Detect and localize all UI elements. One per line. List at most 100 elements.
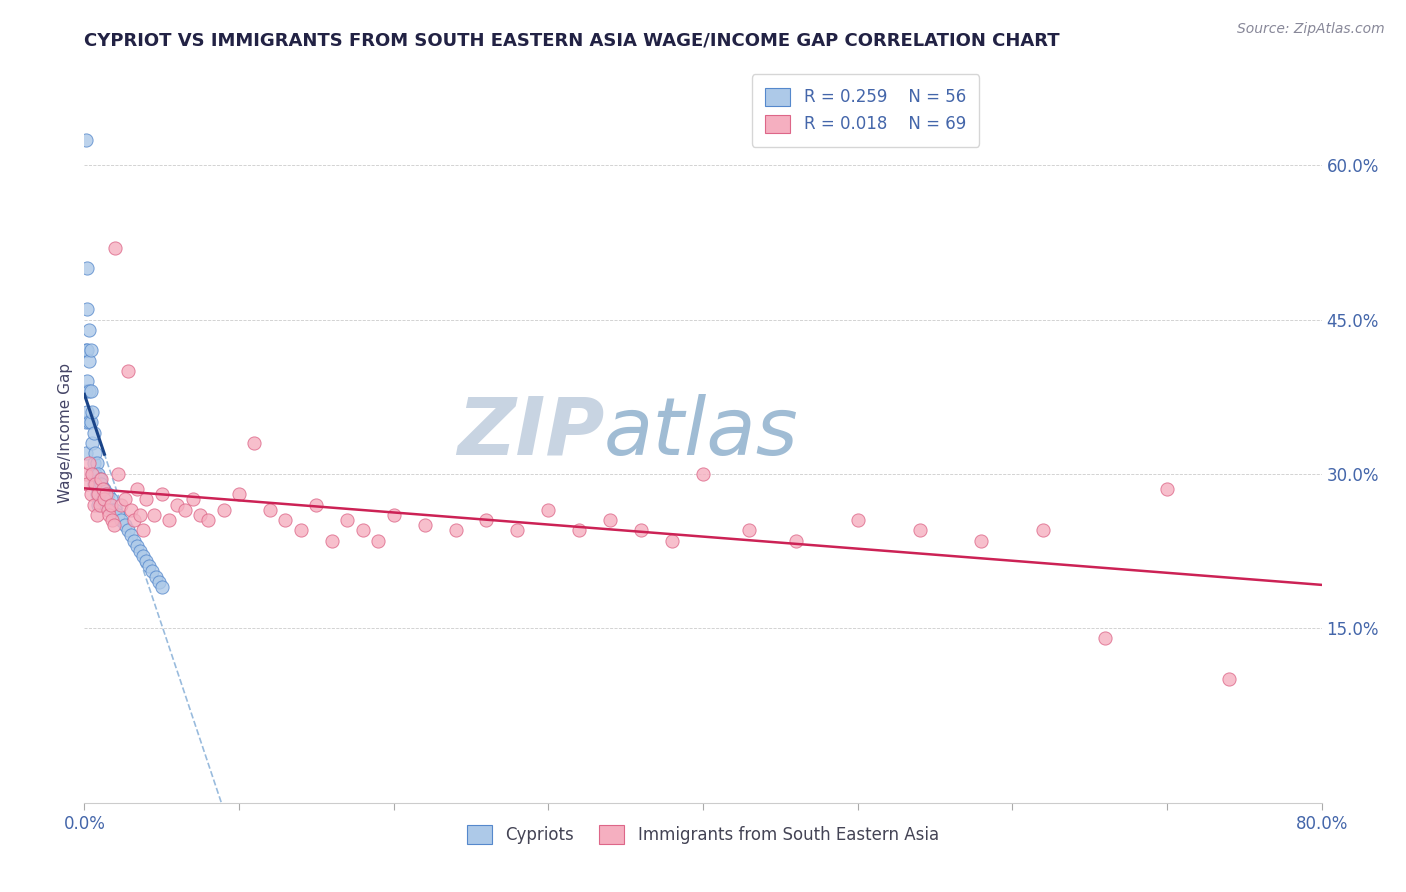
Point: [846, 513, 869, 527]
Point: [98, 498, 121, 512]
Point: [1218, 673, 1240, 687]
Point: [630, 524, 652, 538]
Point: [96, 502, 118, 516]
Point: [970, 533, 993, 548]
Point: [76, 374, 98, 388]
Point: [120, 502, 142, 516]
Point: [84, 477, 107, 491]
Point: [75, 467, 97, 481]
Point: [94, 487, 117, 501]
Point: [79, 487, 101, 501]
Point: [506, 524, 529, 538]
Point: [82, 467, 104, 481]
Point: [93, 482, 115, 496]
Point: [122, 513, 145, 527]
Point: [259, 502, 281, 516]
Point: [150, 487, 173, 501]
Point: [98, 508, 121, 522]
Point: [114, 492, 136, 507]
Point: [75, 343, 97, 358]
Point: [382, 508, 405, 522]
Point: [104, 240, 127, 255]
Point: [475, 513, 498, 527]
Point: [212, 502, 235, 516]
Point: [86, 487, 108, 501]
Point: [91, 487, 114, 501]
Point: [785, 533, 807, 548]
Point: [110, 498, 132, 512]
Point: [94, 498, 117, 512]
Point: [84, 467, 107, 481]
Point: [89, 472, 111, 486]
Point: [132, 524, 155, 538]
Point: [444, 524, 467, 538]
Point: [75, 415, 97, 429]
Point: [83, 498, 105, 512]
Point: [79, 415, 101, 429]
Point: [114, 518, 136, 533]
Point: [100, 492, 122, 507]
Point: [77, 353, 100, 368]
Point: [82, 405, 104, 419]
Point: [159, 513, 180, 527]
Text: atlas: atlas: [605, 393, 799, 472]
Text: Source: ZipAtlas.com: Source: ZipAtlas.com: [1237, 22, 1385, 37]
Point: [110, 513, 132, 527]
Point: [82, 467, 104, 481]
Point: [120, 528, 142, 542]
Point: [132, 549, 155, 563]
Point: [76, 302, 98, 317]
Point: [77, 384, 100, 399]
Point: [83, 457, 105, 471]
Point: [87, 487, 110, 501]
Point: [321, 533, 343, 548]
Y-axis label: Wage/Income Gap: Wage/Income Gap: [58, 362, 73, 503]
Point: [83, 425, 105, 440]
Text: ZIP: ZIP: [457, 393, 605, 472]
Point: [117, 524, 139, 538]
Point: [352, 524, 374, 538]
Point: [76, 343, 98, 358]
Point: [599, 513, 621, 527]
Point: [1156, 482, 1178, 496]
Point: [84, 446, 107, 460]
Point: [228, 487, 250, 501]
Point: [143, 508, 166, 522]
Point: [243, 436, 266, 450]
Point: [413, 518, 436, 533]
Point: [661, 533, 683, 548]
Point: [86, 508, 108, 522]
Point: [305, 498, 328, 512]
Point: [148, 574, 170, 589]
Point: [181, 492, 204, 507]
Point: [135, 554, 157, 568]
Point: [103, 518, 125, 533]
Point: [274, 513, 297, 527]
Point: [537, 502, 560, 516]
Point: [122, 533, 145, 548]
Text: CYPRIOT VS IMMIGRANTS FROM SOUTH EASTERN ASIA WAGE/INCOME GAP CORRELATION CHART: CYPRIOT VS IMMIGRANTS FROM SOUTH EASTERN…: [84, 32, 1060, 50]
Point: [692, 467, 714, 481]
Point: [75, 132, 97, 146]
Point: [138, 559, 160, 574]
Point: [101, 513, 124, 527]
Point: [86, 457, 108, 471]
Point: [568, 524, 591, 538]
Point: [150, 580, 173, 594]
Point: [166, 498, 188, 512]
Point: [89, 498, 111, 512]
Point: [336, 513, 359, 527]
Point: [367, 533, 389, 548]
Point: [76, 261, 98, 276]
Point: [104, 502, 127, 516]
Point: [79, 384, 101, 399]
Point: [174, 502, 197, 516]
Point: [135, 492, 157, 507]
Point: [91, 482, 114, 496]
Point: [76, 477, 98, 491]
Point: [77, 457, 100, 471]
Point: [90, 477, 112, 491]
Point: [77, 415, 100, 429]
Point: [83, 477, 105, 491]
Point: [89, 492, 111, 507]
